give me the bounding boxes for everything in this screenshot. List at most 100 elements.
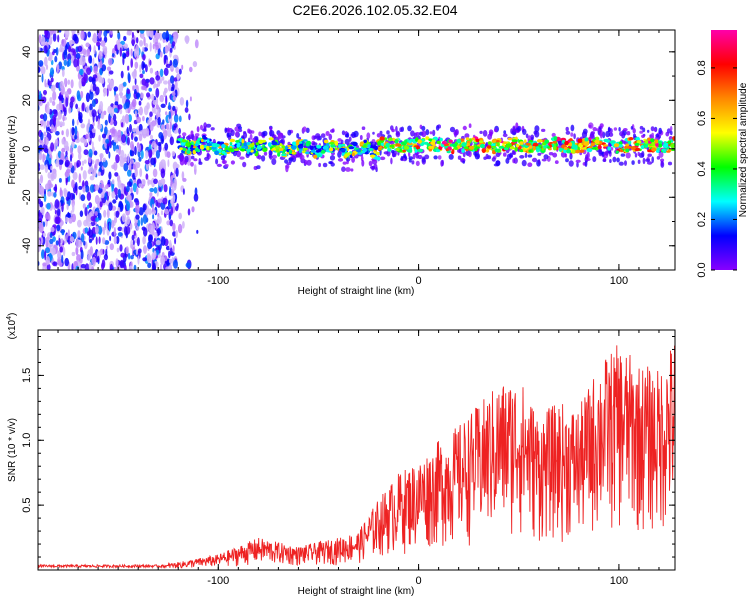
heat-cell-band-edge bbox=[503, 130, 507, 135]
heat-cell-band-edge bbox=[348, 136, 352, 142]
heat-cell-noise bbox=[168, 111, 171, 120]
heat-cell-band bbox=[439, 137, 443, 142]
heat-cell-noise bbox=[39, 151, 43, 161]
heat-cell-band bbox=[381, 142, 384, 147]
heat-cell-noise bbox=[131, 98, 137, 108]
heat-cell-noise bbox=[73, 58, 78, 68]
heat-cell-noise bbox=[123, 43, 128, 49]
heat-cell-band bbox=[248, 143, 255, 148]
heat-cell-noise bbox=[80, 194, 86, 202]
heat-cell-noise bbox=[185, 99, 189, 108]
heat-cell-band bbox=[379, 136, 385, 141]
heat-cell-band bbox=[389, 144, 395, 148]
heat-cell-noise bbox=[154, 31, 160, 40]
heat-cell-noise bbox=[146, 254, 152, 263]
heat-cell-band bbox=[370, 154, 376, 158]
heat-cell-noise bbox=[152, 168, 158, 178]
heat-cell-band-edge bbox=[359, 135, 363, 140]
heat-cell-band-edge bbox=[424, 154, 430, 160]
heat-cell-band-edge bbox=[305, 127, 310, 133]
heat-cell-band-edge bbox=[491, 157, 496, 162]
heat-cell-noise bbox=[192, 61, 198, 68]
heat-cell-noise bbox=[52, 115, 57, 122]
heat-cell-band bbox=[471, 137, 476, 141]
heat-cell-band bbox=[505, 143, 511, 148]
heat-cell-band-edge bbox=[633, 133, 636, 138]
heat-cell-band-edge bbox=[641, 134, 645, 138]
heat-cell-noise bbox=[75, 103, 78, 110]
heat-cell-noise bbox=[103, 209, 107, 218]
heat-cell-band-edge bbox=[386, 130, 390, 135]
heat-cell-noise bbox=[89, 246, 94, 256]
heat-cell-noise bbox=[131, 39, 136, 45]
heat-cell-band bbox=[385, 142, 391, 148]
heat-cell-noise bbox=[157, 81, 161, 87]
heat-cell-noise bbox=[58, 100, 63, 111]
heat-cell-band-edge bbox=[411, 160, 415, 165]
heat-cell-noise bbox=[100, 77, 105, 84]
heat-cell-noise bbox=[162, 197, 168, 205]
heat-cell-noise bbox=[129, 123, 132, 133]
heat-cell-noise bbox=[38, 46, 41, 52]
heat-cell-noise bbox=[63, 140, 69, 149]
heat-cell-noise bbox=[44, 250, 47, 261]
heat-cell-noise bbox=[91, 168, 97, 177]
heat-cell-noise bbox=[65, 216, 69, 223]
heat-cell-noise bbox=[108, 58, 113, 66]
heat-cell-noise bbox=[125, 195, 132, 201]
heat-cell-noise bbox=[166, 31, 169, 38]
heat-cell-band-edge bbox=[541, 128, 546, 132]
heat-cell-noise bbox=[80, 56, 86, 66]
heat-cell-band bbox=[586, 147, 593, 153]
heat-cell-noise bbox=[117, 129, 122, 138]
heat-cell-band-edge bbox=[519, 155, 525, 159]
heat-cell-noise bbox=[158, 187, 162, 192]
heat-cell-noise bbox=[156, 219, 160, 224]
heat-cell-band bbox=[275, 146, 281, 150]
heat-cell-noise bbox=[148, 87, 152, 92]
heat-cell-band bbox=[528, 145, 533, 149]
heat-cell-noise bbox=[91, 76, 96, 85]
heat-cell-noise bbox=[56, 64, 60, 70]
heat-cell-noise bbox=[174, 108, 177, 116]
heat-cell-band-edge bbox=[511, 150, 515, 155]
heat-cell-noise bbox=[38, 223, 44, 233]
heat-cell-noise bbox=[86, 67, 92, 75]
heat-cell-noise bbox=[80, 90, 84, 99]
heat-cell-band bbox=[323, 139, 329, 144]
heat-cell-noise bbox=[60, 238, 64, 244]
heat-cell-band bbox=[651, 141, 656, 147]
heat-cell-noise bbox=[45, 247, 50, 254]
heat-cell-band bbox=[523, 139, 527, 143]
heat-cell-noise bbox=[150, 30, 154, 36]
heat-cell-band-edge bbox=[468, 123, 472, 128]
heat-cell-band-edge bbox=[537, 159, 541, 165]
heat-cell-band bbox=[552, 140, 557, 144]
heat-cell-band bbox=[590, 142, 596, 147]
heat-cell-band bbox=[474, 147, 478, 152]
heat-cell-noise bbox=[69, 192, 74, 201]
heat-cell-band bbox=[553, 136, 558, 141]
heat-cell-noise bbox=[85, 92, 90, 103]
heat-cell-noise bbox=[66, 203, 69, 210]
heat-cell-band bbox=[487, 141, 492, 145]
heat-cell-noise bbox=[132, 85, 135, 91]
heat-cell-noise bbox=[54, 199, 60, 209]
heat-cell-noise bbox=[132, 163, 136, 170]
heat-cell-noise bbox=[138, 100, 142, 106]
heat-cell-noise bbox=[61, 230, 65, 236]
heat-cell-noise bbox=[42, 262, 47, 267]
heat-cell-band bbox=[243, 142, 248, 147]
heat-cell-noise bbox=[147, 222, 152, 231]
heat-cell-band-edge bbox=[524, 152, 528, 158]
heat-cell-band-edge bbox=[412, 153, 416, 160]
heat-cell-band bbox=[313, 154, 318, 159]
heat-cell-noise bbox=[129, 201, 134, 208]
heat-cell-noise bbox=[149, 134, 154, 140]
y-tick-label: 20 bbox=[21, 94, 33, 106]
heat-cell-band bbox=[404, 145, 410, 150]
heat-cell-noise bbox=[72, 118, 75, 127]
heat-cell-band-edge bbox=[242, 161, 247, 168]
colorbar-tick-label: 0.4 bbox=[696, 161, 708, 176]
heat-cell-noise bbox=[134, 78, 137, 85]
